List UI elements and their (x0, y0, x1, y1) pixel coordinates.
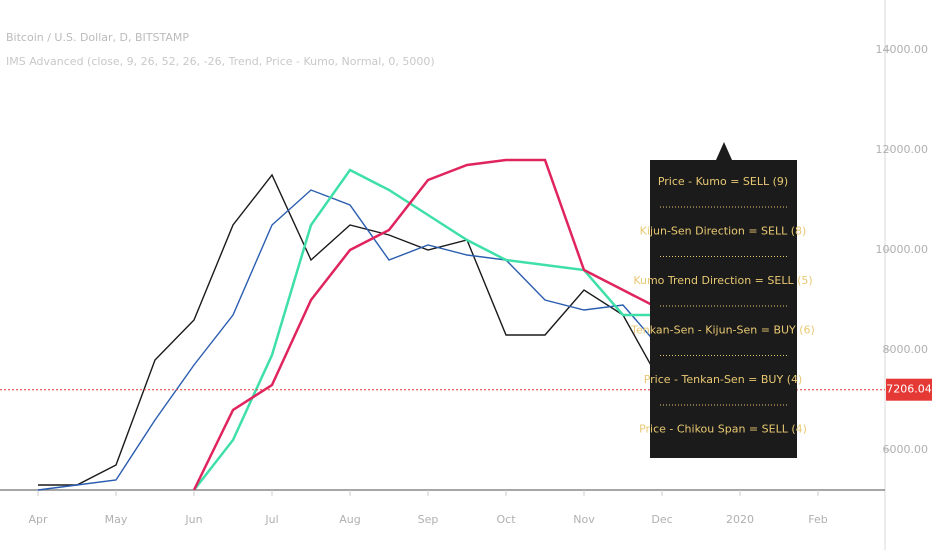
series-line (193, 168, 741, 491)
x-tick-label: Nov (573, 513, 595, 526)
y-tick-label: 6000.00 (883, 443, 929, 456)
x-tick-label: 2020 (726, 513, 754, 526)
x-tick-label: May (105, 513, 128, 526)
x-tick-label: Apr (28, 513, 48, 526)
last-price-box (886, 378, 932, 401)
tooltip-row: Kijun-Sen Direction = SELL (8) (640, 225, 807, 238)
y-tick-label: 12000.00 (876, 143, 929, 156)
y-tick-label: 8000.00 (883, 343, 929, 356)
tooltip-row: Price - Tenkan-Sen = BUY (4) (644, 373, 803, 386)
y-tick-label: 10000.00 (876, 243, 929, 256)
y-tick-label: 14000.00 (876, 43, 929, 56)
indicator-label: IMS Advanced (close, 9, 26, 52, 26, -26,… (6, 55, 435, 68)
tooltip-row: Kumo Trend Direction = SELL (5) (633, 274, 812, 287)
series-line (37, 189, 702, 491)
chart-title: Bitcoin / U.S. Dollar, D, BITSTAMP (6, 31, 189, 44)
tooltip-row: Price - Kumo = SELL (9) (658, 175, 788, 188)
last-price-label: 7206.04 (886, 383, 932, 396)
series-line (38, 173, 702, 486)
tooltip-row: Tenkan-Sen - Kijun-Sen = BUY (6) (630, 324, 815, 337)
x-tick-label: Oct (496, 513, 516, 526)
x-tick-label: Aug (339, 513, 360, 526)
tooltip-row: Price - Chikou Span = SELL (4) (639, 423, 807, 436)
x-tick-label: Feb (808, 513, 827, 526)
x-tick-label: Jul (264, 513, 278, 526)
tooltip-box (650, 142, 797, 458)
tooltip: Price - Kumo = SELL (9) Kijun-Sen Directi… (630, 142, 815, 458)
x-tick-label: Dec (651, 513, 672, 526)
plot: 6000.00 8000.00 10000.00 12000.00 14000.00 Ap… (0, 43, 932, 526)
x-tick-label: Jun (184, 513, 202, 526)
x-tick-label: Sep (418, 513, 439, 526)
